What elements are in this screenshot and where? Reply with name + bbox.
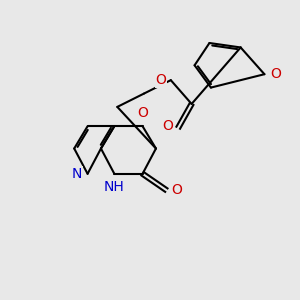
Text: N: N <box>72 167 82 181</box>
Text: O: O <box>155 73 166 87</box>
Text: O: O <box>137 106 148 120</box>
Text: NH: NH <box>104 180 125 194</box>
Text: O: O <box>172 183 183 197</box>
Text: O: O <box>270 67 281 81</box>
Text: O: O <box>162 119 173 133</box>
